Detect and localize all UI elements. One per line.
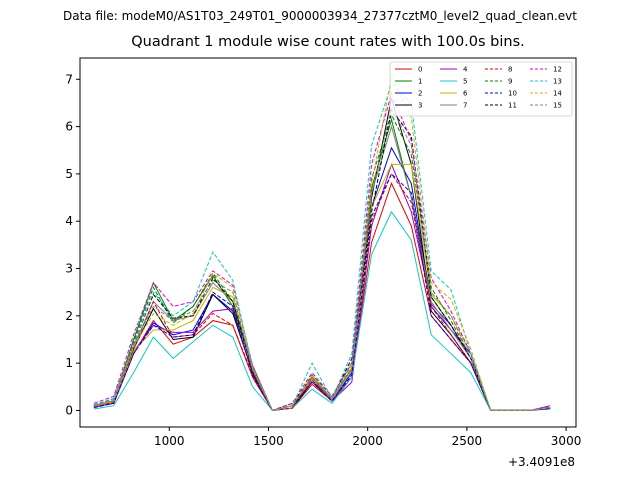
series-line-8 xyxy=(93,172,551,411)
x-tick-label: 1000 xyxy=(154,434,185,448)
legend-label-8: 8 xyxy=(508,66,512,74)
y-tick-label: 6 xyxy=(65,120,73,134)
series-line-1 xyxy=(93,117,551,411)
x-offset-label: +3.4091e8 xyxy=(508,455,575,469)
legend-label-10: 10 xyxy=(508,90,517,98)
series-line-3 xyxy=(93,98,551,411)
legend-label-1: 1 xyxy=(418,78,422,86)
series-line-2 xyxy=(93,146,551,411)
legend-label-15: 15 xyxy=(553,102,562,110)
legend-label-11: 11 xyxy=(508,102,517,110)
legend-label-3: 3 xyxy=(418,102,422,110)
legend-label-4: 4 xyxy=(463,66,468,74)
series-line-7 xyxy=(93,124,551,411)
figure-suptitle: Data file: modeM0/AS1T03_249T01_90000039… xyxy=(63,9,577,23)
series-line-15 xyxy=(93,106,551,411)
legend-label-12: 12 xyxy=(553,66,562,74)
legend-label-14: 14 xyxy=(553,90,562,98)
y-axis: 0 1 2 3 4 5 6 7 xyxy=(65,72,80,417)
series-line-6 xyxy=(93,163,551,411)
legend-label-7: 7 xyxy=(463,102,467,110)
y-tick-label: 0 xyxy=(65,403,73,417)
legend-label-5: 5 xyxy=(463,78,467,86)
y-tick-label: 1 xyxy=(65,356,73,370)
y-tick-label: 4 xyxy=(65,214,73,228)
series-line-10 xyxy=(93,173,551,411)
x-tick-label: 3000 xyxy=(551,434,582,448)
x-tick-label: 2000 xyxy=(352,434,383,448)
series-line-13 xyxy=(93,83,551,411)
chart-title: Quadrant 1 module wise count rates with … xyxy=(131,34,525,50)
x-axis: 1000 1500 2000 2500 3000 xyxy=(154,427,581,448)
series-line-0 xyxy=(93,182,551,411)
x-tick-label: 1500 xyxy=(253,434,284,448)
plot-lines xyxy=(93,75,551,412)
legend-label-2: 2 xyxy=(418,90,422,98)
series-line-11 xyxy=(93,108,551,412)
y-tick-label: 7 xyxy=(65,72,73,86)
y-tick-label: 3 xyxy=(65,262,73,276)
y-tick-label: 2 xyxy=(65,309,73,323)
series-line-14 xyxy=(93,75,551,411)
legend-label-13: 13 xyxy=(553,78,562,86)
series-line-9 xyxy=(93,113,551,411)
series-line-4 xyxy=(93,162,551,411)
axes-frame xyxy=(79,57,577,428)
legend-box xyxy=(389,61,573,117)
series-line-12 xyxy=(93,91,551,412)
x-tick-label: 2500 xyxy=(452,434,483,448)
legend-label-6: 6 xyxy=(463,90,468,98)
legend-label-0: 0 xyxy=(418,66,422,74)
y-tick-label: 5 xyxy=(65,167,73,181)
series-line-5 xyxy=(93,210,551,411)
legend-label-9: 9 xyxy=(508,78,512,86)
